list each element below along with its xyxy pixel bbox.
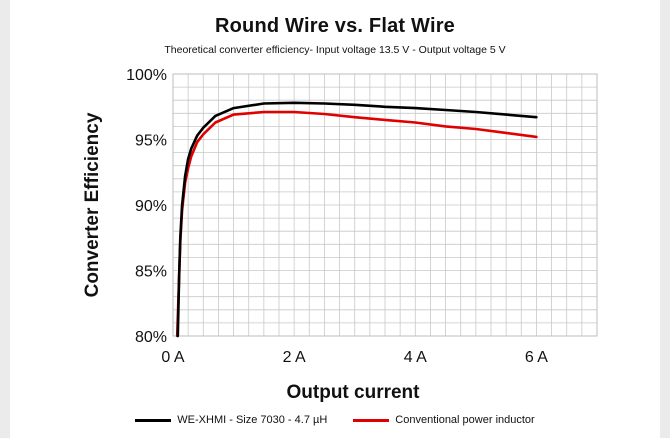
x-tick-label: 0 A	[161, 349, 184, 366]
x-tick-label: 6 A	[525, 349, 548, 366]
series-line-we-xhmi	[176, 101, 538, 338]
legend-label-conventional: Conventional power inductor	[395, 414, 535, 426]
legend: WE-XHMI - Size 7030 - 4.7 µH Conventiona…	[0, 414, 670, 426]
chart-subtitle: Theoretical converter efficiency- Input …	[164, 44, 506, 56]
x-axis-label: Output current	[287, 382, 421, 403]
y-tick-label: 95%	[135, 133, 167, 150]
grid-lines	[172, 73, 598, 337]
legend-item-conventional: Conventional power inductor	[353, 414, 535, 426]
legend-swatch-conventional	[353, 418, 390, 422]
x-tick-label: 2 A	[283, 349, 306, 366]
legend-label-we-xhmi: WE-XHMI - Size 7030 - 4.7 µH	[177, 414, 328, 426]
efficiency-chart: 100% 95% 90% 85% 80% 0 A 2 A 4 A 6 A Output curre…	[82, 67, 598, 403]
chart-title: Round Wire vs. Flat Wire	[214, 15, 456, 37]
y-tick-label: 90%	[135, 198, 167, 215]
legend-item-we-xhmi: WE-XHMI - Size 7030 - 4.7 µH	[135, 414, 327, 426]
series-line-conventional	[175, 110, 538, 338]
legend-swatch-we-xhmi	[135, 418, 172, 422]
x-tick-label: 4 A	[404, 349, 427, 366]
y-tick-label: 80%	[135, 329, 167, 346]
y-axis-label: Converter Efficiency	[82, 112, 103, 297]
plot-border	[172, 73, 598, 337]
y-tick-label: 85%	[135, 264, 167, 281]
y-tick-label: 100%	[126, 67, 167, 84]
